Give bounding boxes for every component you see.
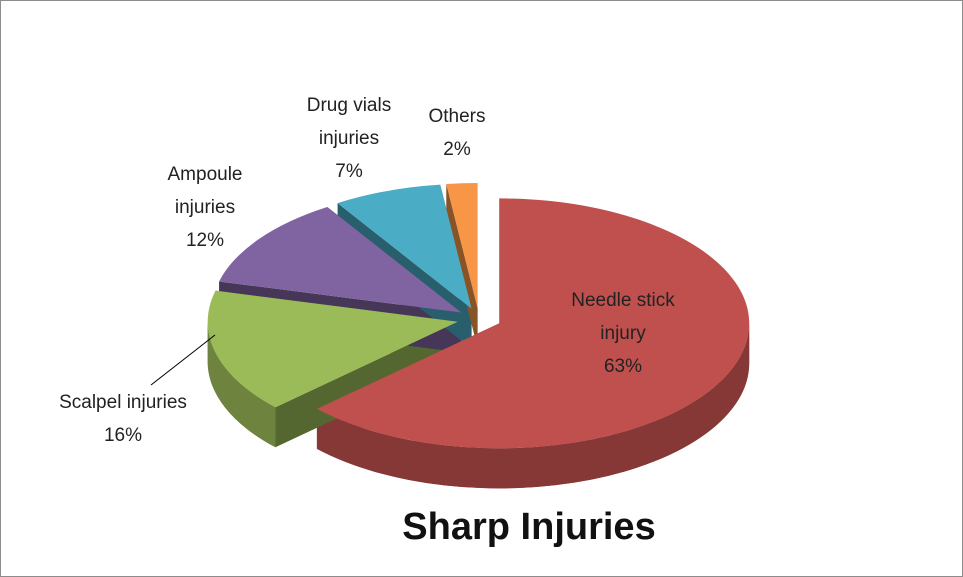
slice-label: Ampoule injuries [167,164,243,218]
slice-label: Needle stick injury [571,290,675,344]
slice-side [207,321,276,448]
chart-title: Sharp Injuries [402,506,656,548]
slice-value-label: 12% [185,230,225,251]
slice [219,206,462,313]
slice-value-label: 16% [103,425,143,446]
slice [207,290,458,408]
slice-label: Drug vials injuries [306,95,392,149]
slice [316,198,750,449]
slice [446,183,478,309]
slice-label: Scalpel injuries [59,392,187,413]
slice-side [316,323,750,489]
slice-value-label: 7% [335,161,363,182]
slice-value-label: 2% [443,139,471,160]
slice-value-label: 63% [603,356,643,377]
slice-label: Others [428,106,486,127]
slice [337,184,472,309]
leader-line [150,334,216,386]
